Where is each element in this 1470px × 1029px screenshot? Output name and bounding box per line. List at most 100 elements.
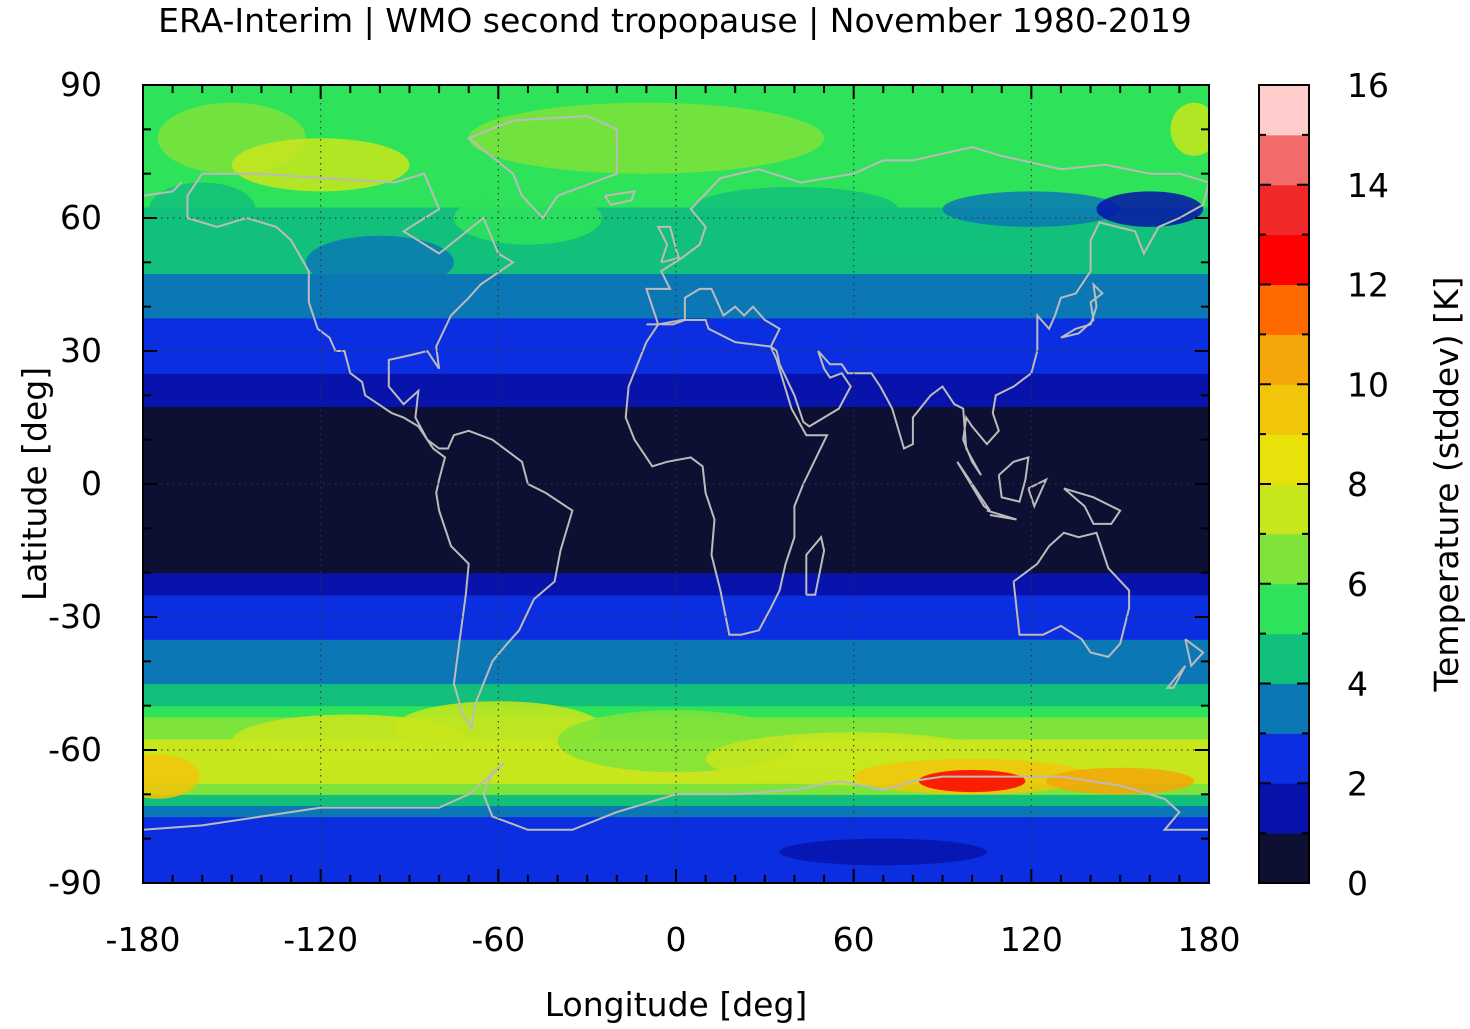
field-band xyxy=(143,772,1209,784)
coastline xyxy=(645,146,1209,326)
colorbar-swatch xyxy=(1259,533,1309,585)
x-tick-label: 120 xyxy=(1000,920,1063,959)
coastline xyxy=(997,456,1030,503)
field-band xyxy=(143,273,1209,286)
y-tick-label: 90 xyxy=(60,65,102,104)
field-band xyxy=(143,251,1209,263)
colorbar-swatch xyxy=(1259,334,1309,385)
field-band xyxy=(143,328,1209,341)
x-axis-label: Longitude [deg] xyxy=(545,985,808,1024)
field-band xyxy=(143,639,1209,651)
coastline xyxy=(986,509,1017,521)
field-feature xyxy=(468,102,825,174)
field-band xyxy=(143,838,1209,851)
colorbar-swatch xyxy=(1259,284,1309,335)
field-band xyxy=(143,417,1209,430)
field-band xyxy=(143,605,1209,618)
coastline xyxy=(143,181,183,197)
colorbar-tick-label: 12 xyxy=(1347,266,1389,305)
field-band xyxy=(143,816,1209,829)
colorbar-tick-label: 10 xyxy=(1347,365,1389,404)
y-tick-label: 30 xyxy=(60,331,102,370)
field-band xyxy=(143,339,1209,352)
field-band xyxy=(143,617,1209,629)
field-band xyxy=(143,572,1209,585)
coastline xyxy=(604,190,636,206)
coastline xyxy=(956,461,991,512)
field-feature xyxy=(942,191,1121,227)
field-band xyxy=(143,539,1209,552)
field-feature xyxy=(305,235,454,289)
field-feature xyxy=(1096,191,1204,227)
x-axis-tick-labels: -180 -120 -60 0 60 120 180 xyxy=(106,920,1241,959)
field-band xyxy=(143,783,1209,795)
coastline xyxy=(1165,665,1187,689)
field-band xyxy=(143,395,1209,408)
colorbar-swatch xyxy=(1259,833,1309,884)
field-band xyxy=(143,672,1209,685)
field-band xyxy=(143,495,1209,507)
colorbar-swatch xyxy=(1259,184,1309,236)
colorbar-ticks xyxy=(1259,84,1309,884)
y-axis-label: Latitude [deg] xyxy=(15,367,54,601)
x-axis-ticks xyxy=(142,85,1210,883)
field-feature xyxy=(148,182,256,236)
field-feature xyxy=(143,754,200,799)
field-band xyxy=(143,206,1209,219)
field-band xyxy=(143,384,1209,396)
coastline xyxy=(805,535,826,596)
colorbar-tick-label: 8 xyxy=(1347,465,1368,504)
colorbar-swatch xyxy=(1259,583,1309,635)
field-band xyxy=(143,262,1209,275)
coastline xyxy=(661,182,1209,476)
coastline xyxy=(1012,531,1131,659)
grid-lines xyxy=(143,85,1209,883)
field-feature xyxy=(690,186,899,232)
coastline xyxy=(466,114,618,220)
plot-area xyxy=(143,85,1209,883)
colorbar-tick-label: 0 xyxy=(1347,864,1368,903)
field-band xyxy=(143,628,1209,640)
y-tick-label: 60 xyxy=(60,198,102,237)
x-tick-label: 60 xyxy=(833,920,875,959)
field-band xyxy=(143,461,1209,474)
coastline xyxy=(143,762,1209,831)
coastline xyxy=(1184,638,1205,668)
field-feature xyxy=(918,769,1026,793)
colorbar-swatch xyxy=(1259,633,1309,684)
y-tick-label: -90 xyxy=(48,863,102,902)
field-band xyxy=(143,561,1209,574)
y-tick-label: -30 xyxy=(48,597,102,636)
x-tick-label: -120 xyxy=(283,920,358,959)
field-band xyxy=(143,472,1209,485)
y-tick-label: -60 xyxy=(48,730,102,769)
field-band xyxy=(143,594,1209,607)
colorbar xyxy=(1259,85,1309,884)
field-band xyxy=(143,229,1209,241)
field-band xyxy=(143,173,1209,186)
colorbar-swatch xyxy=(1259,683,1309,734)
field-band xyxy=(143,528,1209,541)
colorbar-swatch xyxy=(1259,434,1309,485)
field-band xyxy=(143,406,1209,419)
colorbar-swatch xyxy=(1259,733,1309,784)
y-tick-label: 0 xyxy=(81,464,102,503)
field-band xyxy=(143,484,1209,496)
field-band xyxy=(143,96,1209,108)
colorbar-tick-label: 2 xyxy=(1347,764,1368,803)
coastline xyxy=(656,225,681,264)
field-features xyxy=(143,102,1209,866)
y-axis-ticks xyxy=(143,84,1209,884)
y-axis-tick-labels: 90 60 30 0 -30 -60 -90 xyxy=(48,65,102,902)
colorbar-swatch xyxy=(1259,384,1309,435)
field-feature xyxy=(838,213,1047,267)
coastline xyxy=(624,319,829,636)
colorbar-swatch xyxy=(1259,484,1309,535)
field-band xyxy=(143,450,1209,463)
x-tick-label: -60 xyxy=(471,920,525,959)
colorbar-label: Temperature (stddev) [K] xyxy=(1427,276,1466,692)
colorbar-tick-label: 6 xyxy=(1347,565,1368,604)
colorbar-tick-label: 14 xyxy=(1347,166,1389,205)
colorbar-tick-labels: 0 2 4 6 8 10 12 14 16 xyxy=(1347,66,1389,903)
